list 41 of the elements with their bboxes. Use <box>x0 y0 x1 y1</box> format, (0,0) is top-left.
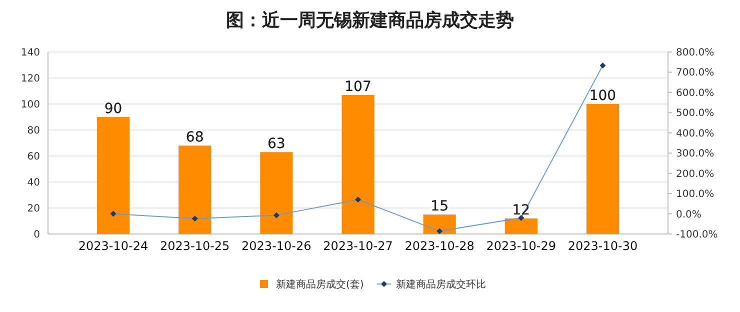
y2-tick-label: 300.0% <box>676 148 714 160</box>
legend-label: 新建商品房成交环比 <box>396 278 486 290</box>
bar <box>504 218 538 234</box>
x-tick-label: 2023-10-26 <box>242 239 312 253</box>
y2-tick-label: 400.0% <box>676 128 714 140</box>
y2-tick-label: -100.0% <box>676 230 718 240</box>
bar <box>423 214 456 234</box>
y2-tick-label: 700.0% <box>676 68 714 79</box>
x-tick-label: 2023-10-24 <box>78 239 148 253</box>
y-tick-label: 100 <box>20 100 40 110</box>
x-tick-label: 2023-10-25 <box>160 239 230 253</box>
y-tick-label: 80 <box>27 126 40 136</box>
bar <box>96 117 130 234</box>
data-label: 100 <box>589 88 616 104</box>
y2-tick-label: 200.0% <box>676 168 714 180</box>
bar <box>260 152 293 234</box>
chart-title: 图：近一周无锡新建商品房成交走势 <box>226 10 514 31</box>
x-tick-label: 2023-10-30 <box>568 239 638 253</box>
bar <box>342 94 374 234</box>
y-tick-label: 40 <box>27 178 40 188</box>
y2-tick-label: 600.0% <box>676 88 714 99</box>
data-label: 63 <box>268 136 286 152</box>
x-tick-label: 2023-10-27 <box>323 239 393 253</box>
y-tick-label: 60 <box>27 152 40 162</box>
legend-label: 新建商品房成交(套) <box>276 278 364 290</box>
y2-tick-label: 500.0% <box>676 108 714 120</box>
data-label: 68 <box>186 130 204 146</box>
data-label: 15 <box>430 198 448 214</box>
y2-tick-label: 100.0% <box>676 189 714 200</box>
x-tick-label: 2023-10-29 <box>486 239 556 253</box>
y2-tick-label: 800.0% <box>676 48 714 58</box>
data-label: 90 <box>104 101 122 117</box>
x-tick-label: 2023-10-28 <box>404 239 474 253</box>
bar <box>586 104 620 234</box>
bar <box>178 146 212 234</box>
y-tick-label: 0 <box>34 230 40 240</box>
y-tick-label: 20 <box>27 204 40 214</box>
y-tick-label: 120 <box>20 74 40 84</box>
y2-tick-label: 0.0% <box>676 209 702 220</box>
y-tick-label: 140 <box>20 48 40 58</box>
data-label: 107 <box>344 78 372 95</box>
